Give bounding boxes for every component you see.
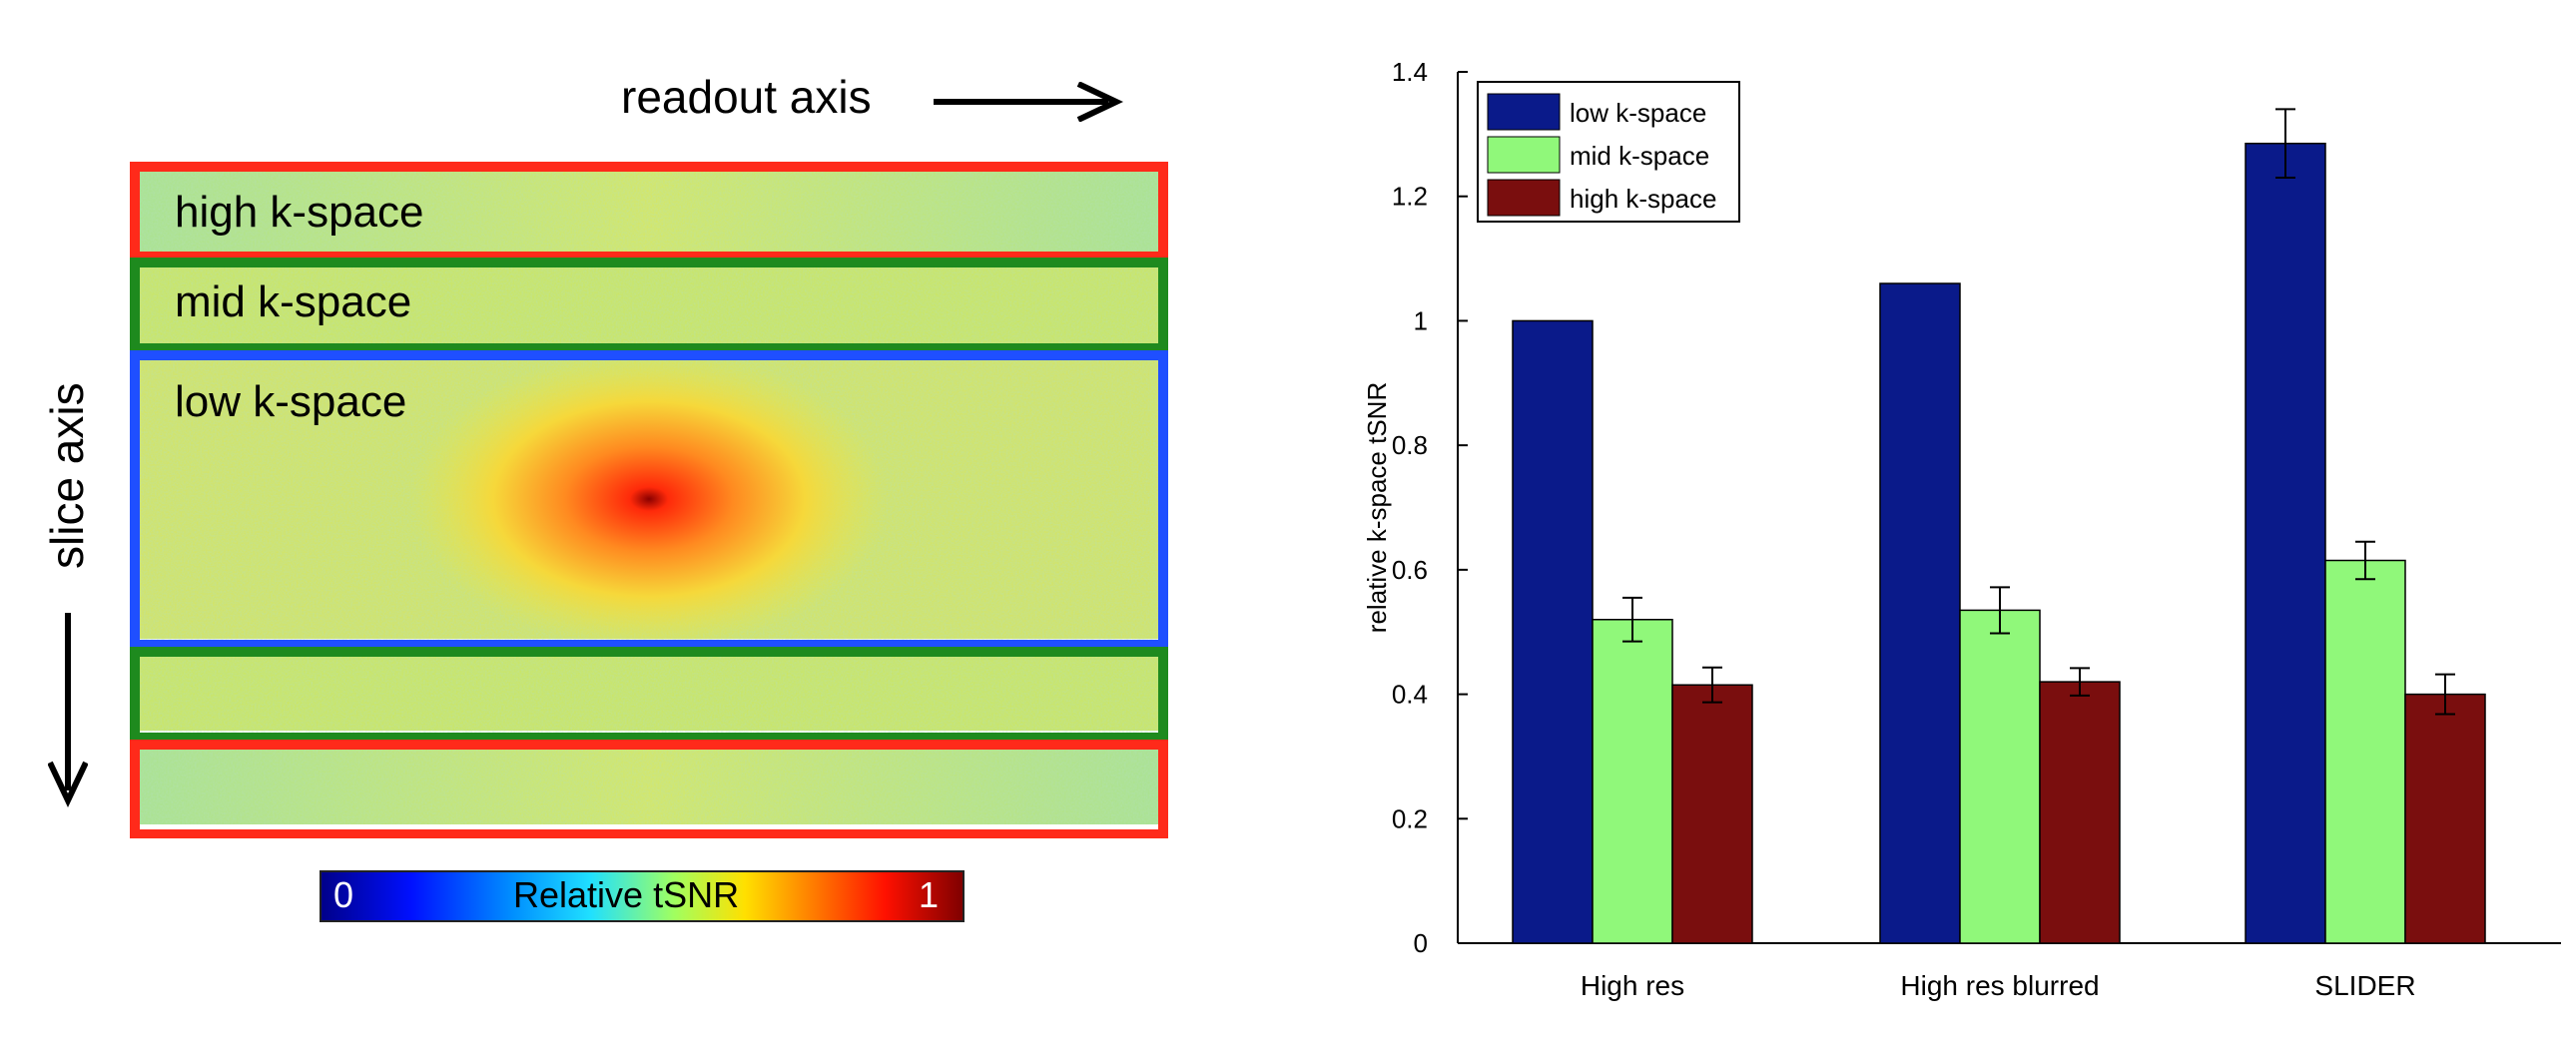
x-tick-label: High res [1581, 970, 1684, 1001]
bar-low-k-space-2 [2245, 142, 2326, 944]
legend-swatch [1487, 136, 1561, 174]
colorbar-title: Relative tSNR [513, 874, 740, 915]
bar-low-k-space-1 [1879, 282, 1961, 944]
kspace-center-hotspot [409, 349, 889, 649]
bar-mid-k-space-2 [2324, 559, 2406, 944]
bar-high-k-space-1 [2039, 681, 2121, 944]
y-tick-label: 0 [1414, 928, 1428, 958]
slice-axis-label: slice axis [41, 382, 93, 569]
y-tick-label: 0.2 [1392, 803, 1428, 833]
y-axis-label: relative k-space tSNR [1362, 382, 1392, 633]
colorbar-min-label: 0 [333, 874, 354, 915]
bar-mid-k-space-0 [1592, 618, 1673, 944]
bar-low-k-space-0 [1512, 319, 1594, 944]
y-tick-label: 1.2 [1392, 182, 1428, 212]
kspace-tsnr-map [130, 162, 1168, 838]
y-tick-label: 1.4 [1392, 57, 1428, 87]
colorbar-max-label: 1 [919, 874, 940, 915]
legend-label: mid k-space [1570, 141, 1709, 171]
band-label-mid: mid k-space [175, 277, 412, 326]
bar-chart-panel: 0 0.2 0.4 0.6 0.8 1 1.2 1.4 relative k-space tSN… [1258, 0, 2576, 1040]
readout-axis-label: readout axis [621, 71, 872, 123]
y-tick-label: 1 [1414, 305, 1428, 335]
relative-tsnr-bar-chart: 0 0.2 0.4 0.6 0.8 1 1.2 1.4 relative k-space tSN… [1362, 57, 2561, 1001]
kspace-map-panel: readout axis slice axis [0, 0, 1258, 1040]
band-high-top-outline [130, 162, 1168, 261]
colorbar [320, 870, 965, 922]
band-label-high: high k-space [175, 188, 424, 237]
legend-label: high k-space [1570, 184, 1716, 214]
band-high-bottom-outline [130, 740, 1168, 838]
x-tick-label: SLIDER [2314, 970, 2415, 1001]
x-tick-label: High res blurred [1900, 970, 2099, 1001]
bar-mid-k-space-1 [1959, 609, 2041, 944]
y-tick-label: 0.6 [1392, 555, 1428, 585]
bar-high-k-space-2 [2404, 693, 2486, 944]
y-tick-label: 0.8 [1392, 430, 1428, 460]
legend-swatch [1487, 179, 1561, 217]
slice-axis-arrow [48, 613, 88, 808]
band-low-outline [130, 350, 1168, 650]
legend-swatch [1487, 93, 1561, 131]
legend-label: low k-space [1570, 98, 1706, 128]
y-tick-label: 0.4 [1392, 680, 1428, 710]
readout-axis-arrow [934, 82, 1124, 122]
band-label-low: low k-space [175, 377, 407, 426]
bar-high-k-space-0 [1671, 684, 1753, 944]
band-mid-top-outline [130, 258, 1168, 353]
band-mid-bottom-outline [130, 647, 1168, 743]
